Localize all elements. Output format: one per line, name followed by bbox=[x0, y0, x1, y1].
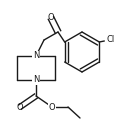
Text: O: O bbox=[49, 102, 55, 111]
Text: N: N bbox=[33, 51, 39, 61]
Text: Cl: Cl bbox=[106, 36, 115, 45]
Text: O: O bbox=[17, 102, 23, 111]
Text: O: O bbox=[48, 13, 54, 23]
Text: N: N bbox=[33, 75, 39, 84]
